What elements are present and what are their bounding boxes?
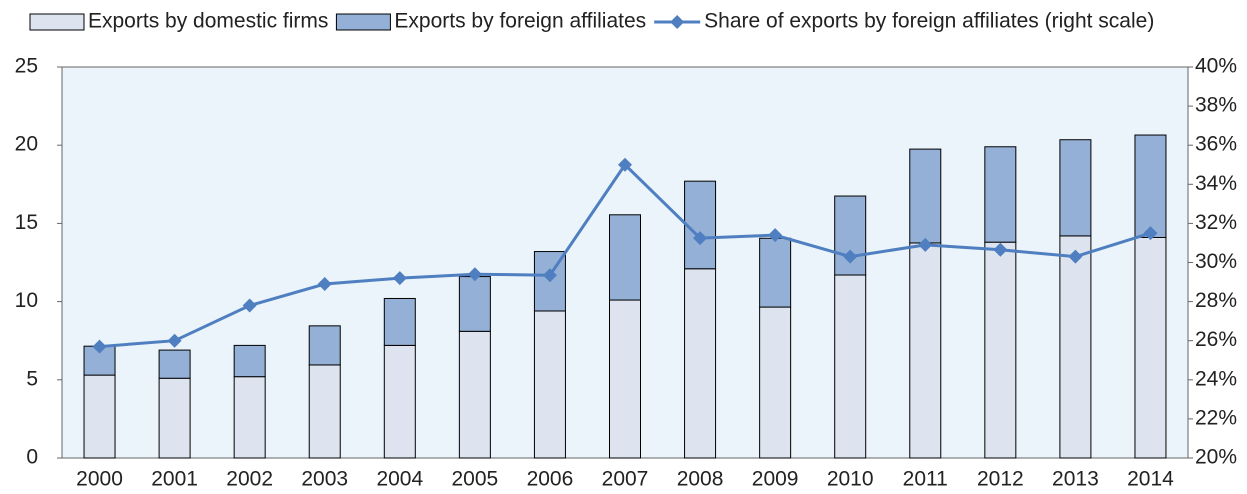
bar-segment	[684, 268, 717, 459]
line-marker	[92, 339, 107, 354]
legend-swatch	[670, 15, 685, 29]
bar-segment	[383, 297, 416, 346]
bar-segment	[83, 374, 116, 459]
bar-segment	[834, 274, 867, 459]
x-tick-label: 2009	[752, 468, 799, 491]
line-marker	[1068, 249, 1083, 264]
x-tick-label: 2001	[151, 468, 198, 491]
line-marker	[317, 277, 332, 292]
line-marker	[242, 298, 257, 313]
line-marker	[392, 271, 407, 286]
bar-segment	[984, 241, 1017, 459]
legend-swatch	[29, 13, 85, 31]
bar-segment	[609, 299, 641, 459]
x-tick-label: 2007	[602, 468, 649, 491]
bar-segment	[383, 344, 416, 459]
y2-tick-label: 32%	[1195, 211, 1237, 234]
y2-tick-label: 26%	[1195, 328, 1237, 351]
bar-segment	[759, 306, 792, 459]
x-tick-label: 2014	[1127, 468, 1174, 491]
legend-label: Exports by domestic firms	[88, 10, 328, 33]
y2-tick-label: 22%	[1195, 406, 1237, 429]
bar-segment	[1059, 235, 1092, 459]
line-marker	[693, 231, 708, 246]
bar-segment	[308, 325, 341, 366]
bar-segment	[83, 345, 116, 376]
y2-tick-label: 28%	[1195, 289, 1237, 312]
legend-label: Exports by foreign affiliates	[394, 10, 646, 33]
bar-segment	[458, 330, 491, 459]
x-tick-label: 2013	[1052, 468, 1099, 491]
x-tick-label: 2002	[226, 468, 273, 491]
bar-segment	[759, 237, 792, 308]
bar-segment	[684, 180, 717, 270]
x-tick-label: 2004	[376, 468, 423, 491]
bar-segment	[233, 376, 266, 459]
legend-swatch	[335, 13, 391, 31]
y-tick-label: 0	[26, 446, 38, 469]
x-tick-label: 2003	[301, 468, 348, 491]
bar-segment	[158, 349, 191, 379]
bar-segment	[308, 364, 341, 459]
bar-segment	[158, 377, 191, 459]
bar-segment	[1134, 236, 1167, 459]
bar-segment	[1059, 139, 1092, 237]
y2-tick-label: 20%	[1195, 446, 1237, 469]
y-tick-label: 10	[15, 289, 38, 312]
x-tick-label: 2011	[903, 468, 948, 491]
line-marker	[843, 249, 858, 264]
y2-tick-label: 36%	[1195, 133, 1237, 156]
bar-segment	[533, 310, 566, 459]
x-tick-label: 2006	[527, 468, 574, 491]
line-marker	[768, 228, 783, 243]
line-marker	[918, 237, 933, 252]
y-tick-label: 15	[15, 211, 38, 234]
bar-segment	[458, 276, 491, 332]
y2-tick-label: 40%	[1195, 55, 1237, 78]
bar-segment	[1134, 134, 1167, 238]
x-tick-label: 2005	[452, 468, 499, 491]
line-marker	[542, 268, 557, 283]
y2-tick-label: 34%	[1195, 172, 1237, 195]
y-tick-label: 5	[26, 367, 38, 390]
bar-segment	[609, 214, 641, 301]
y2-tick-label: 38%	[1195, 94, 1237, 117]
bar-segment	[984, 146, 1017, 243]
y2-tick-label: 24%	[1195, 367, 1237, 390]
line-marker	[1143, 226, 1158, 241]
legend-label: Share of exports by foreign affiliates (…	[704, 10, 1154, 33]
line-marker	[167, 333, 182, 348]
x-tick-label: 2008	[677, 468, 724, 491]
line-marker	[467, 267, 482, 282]
line-marker	[618, 157, 632, 172]
y2-tick-label: 30%	[1195, 250, 1237, 273]
x-tick-label: 2012	[977, 468, 1024, 491]
x-tick-label: 2000	[76, 468, 123, 491]
y-tick-label: 25	[15, 55, 38, 78]
bar-segment	[909, 242, 942, 459]
bar-segment	[834, 195, 867, 276]
bar-segment	[233, 344, 266, 378]
x-tick-label: 2010	[827, 468, 874, 491]
line-marker	[993, 242, 1008, 257]
y-tick-label: 20	[15, 133, 38, 156]
bar-segment	[909, 148, 942, 244]
